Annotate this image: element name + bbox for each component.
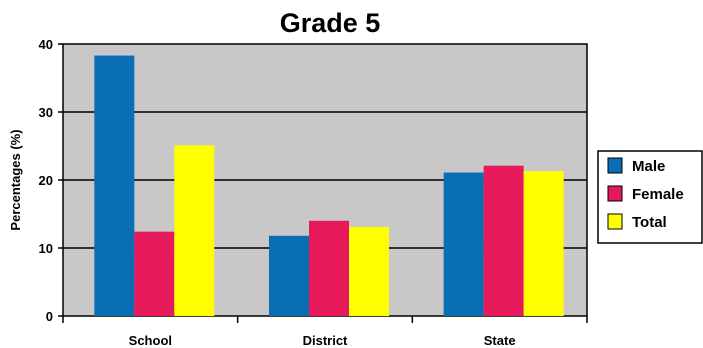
legend-swatch-male [607, 157, 623, 174]
chart-title: Grade 5 [280, 8, 381, 38]
bar-total-state [523, 171, 564, 316]
bar-male-district [269, 235, 309, 316]
y-tick-label: 40 [39, 37, 53, 52]
legend-swatch-female [607, 185, 623, 202]
legend-label-total: Total [632, 214, 667, 231]
legend: Male Female Total [597, 150, 703, 244]
x-tick-label: School [129, 333, 172, 348]
y-tick-label: 20 [39, 173, 53, 188]
axes: 0 10 20 30 40 School District State [39, 37, 588, 348]
bar-male-school [94, 55, 135, 317]
bar-male-state [443, 172, 484, 316]
legend-label-female: Female [632, 186, 684, 203]
bar-total-district [349, 226, 389, 316]
y-axis-label: Percentages (%) [8, 129, 23, 230]
y-tick-label: 10 [39, 241, 53, 256]
x-tick-label: District [303, 333, 348, 348]
x-tick-label: State [484, 333, 516, 348]
bar-total-school [174, 145, 215, 316]
y-tick-label: 0 [46, 309, 53, 324]
legend-label-male: Male [632, 158, 665, 175]
bar-female-district [309, 220, 349, 316]
bar-female-state [483, 165, 524, 316]
bar-female-school [134, 231, 175, 316]
bars [94, 55, 564, 317]
y-tick-label: 30 [39, 105, 53, 120]
legend-swatch-total [607, 213, 623, 230]
